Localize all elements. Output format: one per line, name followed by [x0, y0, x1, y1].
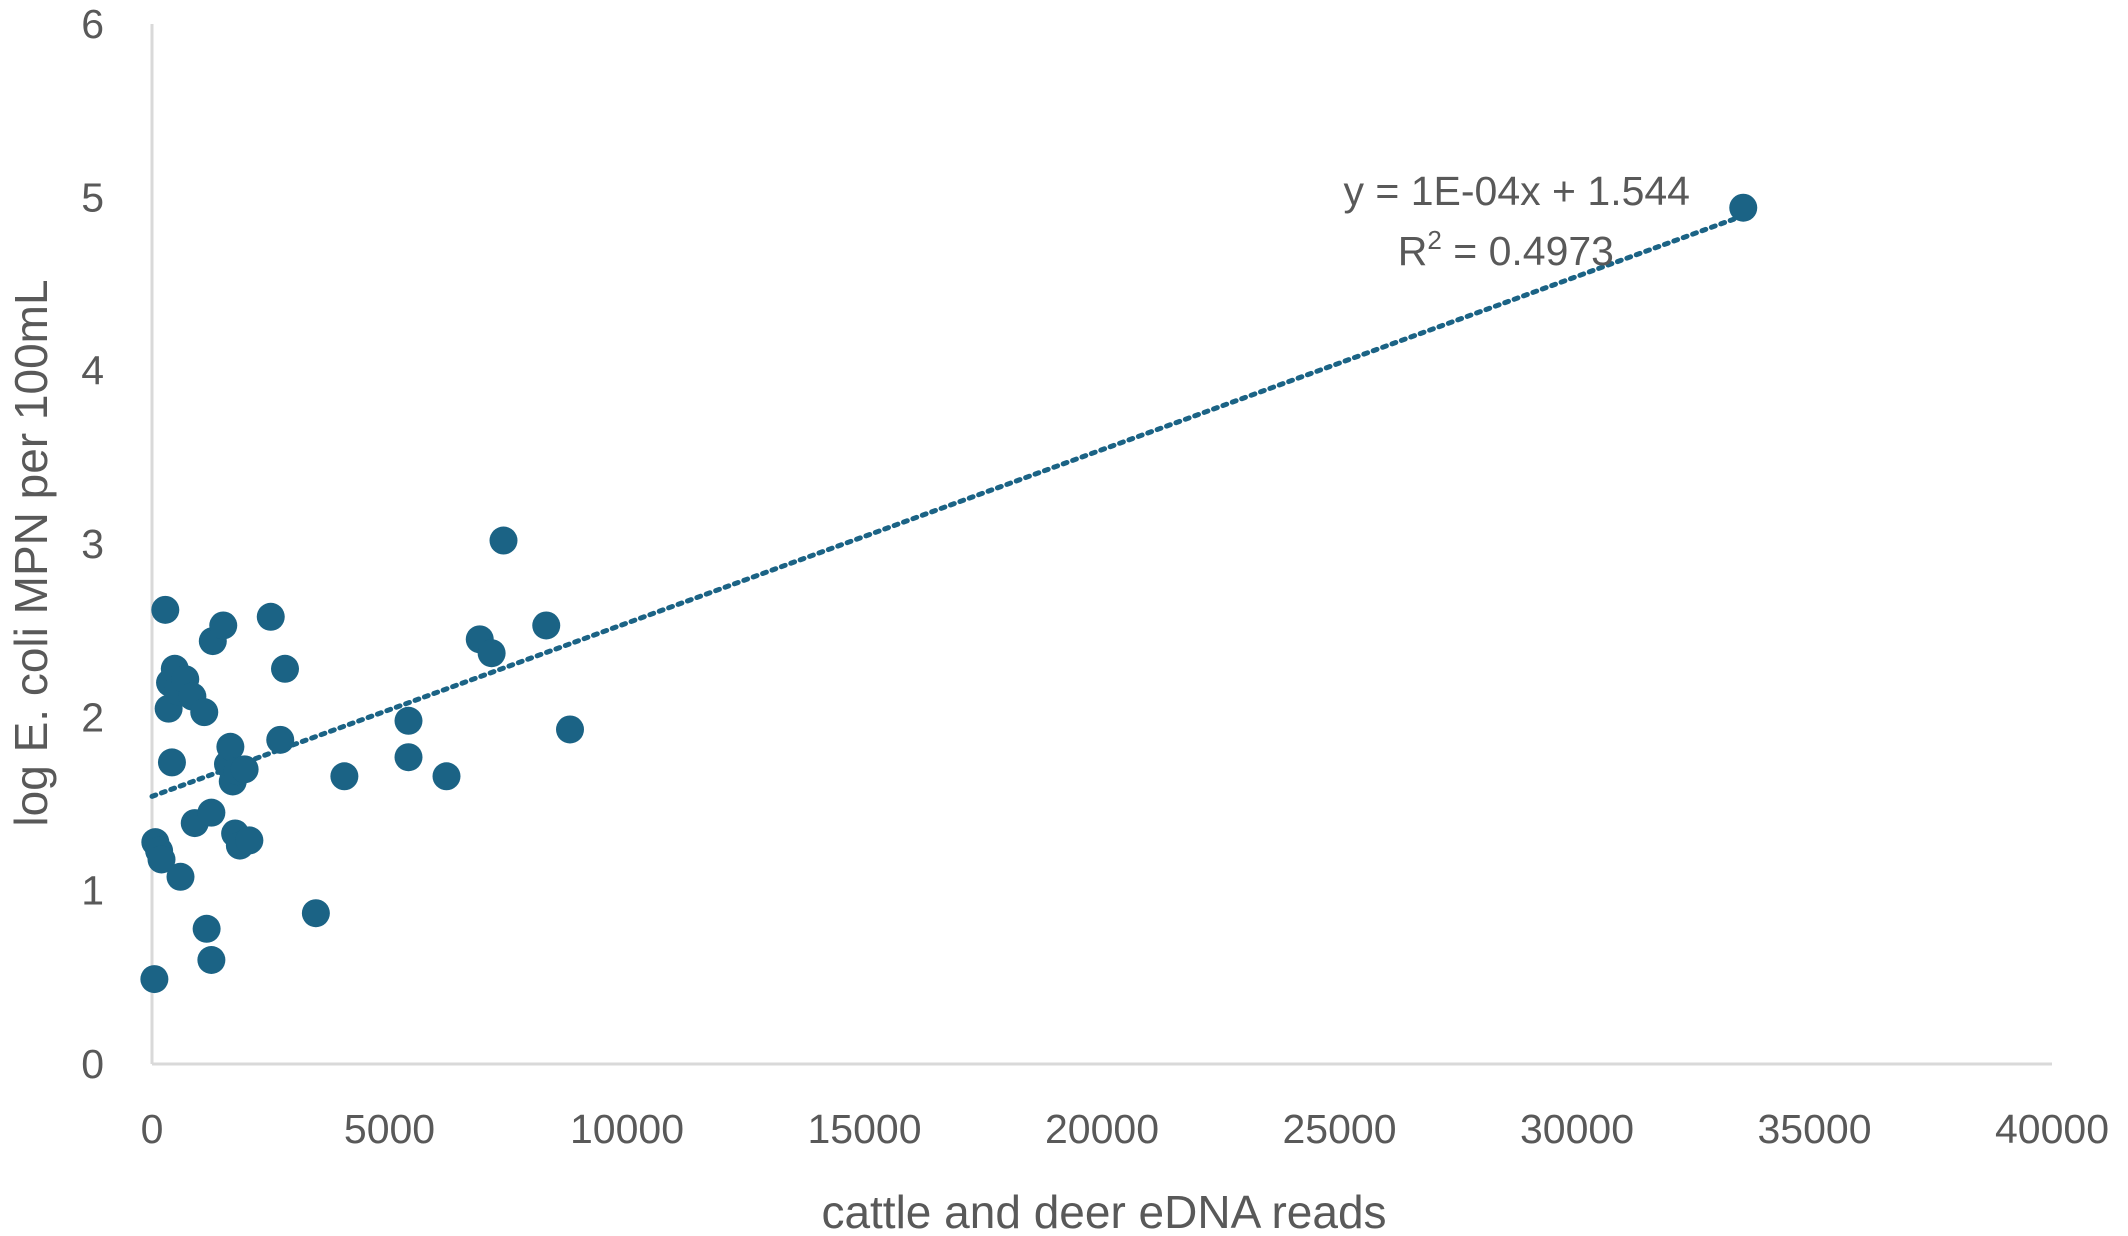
- data-point: [197, 946, 226, 974]
- data-point: [330, 762, 359, 791]
- x-tick-label: 25000: [1282, 1106, 1396, 1152]
- data-point: [190, 698, 219, 727]
- data-point: [166, 862, 195, 891]
- data-point: [432, 762, 461, 791]
- data-point: [1729, 193, 1758, 222]
- data-point: [477, 639, 506, 668]
- data-point: [556, 715, 584, 744]
- data-point: [394, 743, 423, 772]
- data-point: [192, 914, 221, 943]
- trendline-layer: [149, 213, 1746, 799]
- y-tick-label: 5: [81, 174, 104, 220]
- y-tick-label: 4: [81, 348, 104, 394]
- tick-labels: 0 5000 10000 15000 20000 25000 30000 35000 40000…: [81, 1, 2109, 1152]
- data-point: [230, 755, 259, 784]
- x-tick-label: 20000: [1045, 1106, 1159, 1152]
- data-point: [151, 595, 180, 624]
- y-tick-label: 1: [81, 868, 104, 914]
- data-point: [266, 725, 295, 754]
- y-tick-label: 3: [81, 521, 104, 567]
- y-tick-label: 2: [81, 694, 104, 740]
- y-tick-label: 6: [81, 1, 104, 47]
- data-point: [301, 899, 330, 928]
- x-tick-label: 0: [141, 1106, 164, 1152]
- axes: [150, 24, 2052, 1066]
- data-point: [489, 526, 518, 555]
- data-point: [197, 798, 226, 827]
- trendline-r-squared: R2 = 0.4973: [1398, 225, 1614, 274]
- data-point: [394, 706, 423, 735]
- data-point: [157, 748, 186, 777]
- y-tick-label: 0: [81, 1041, 104, 1087]
- data-points: [140, 193, 1758, 994]
- data-point: [147, 845, 176, 874]
- x-tick-label: 35000: [1757, 1106, 1871, 1152]
- data-point: [256, 602, 285, 631]
- data-point: [532, 611, 561, 640]
- trendline: [149, 213, 1746, 799]
- data-point: [209, 611, 238, 640]
- x-tick-label: 40000: [1995, 1106, 2109, 1152]
- data-point: [140, 965, 169, 994]
- x-tick-label: 10000: [570, 1106, 684, 1152]
- x-tick-label: 5000: [344, 1106, 435, 1152]
- y-axis-title: log E. coli MPN per 100mL: [5, 279, 57, 826]
- data-point: [271, 654, 299, 683]
- x-tick-label: 30000: [1520, 1106, 1634, 1152]
- data-point: [216, 732, 245, 761]
- data-point: [235, 826, 264, 855]
- x-tick-label: 15000: [807, 1106, 921, 1152]
- x-axis-title: cattle and deer eDNA reads: [821, 1186, 1386, 1236]
- trendline-equation: y = 1E-04x + 1.544: [1344, 168, 1690, 214]
